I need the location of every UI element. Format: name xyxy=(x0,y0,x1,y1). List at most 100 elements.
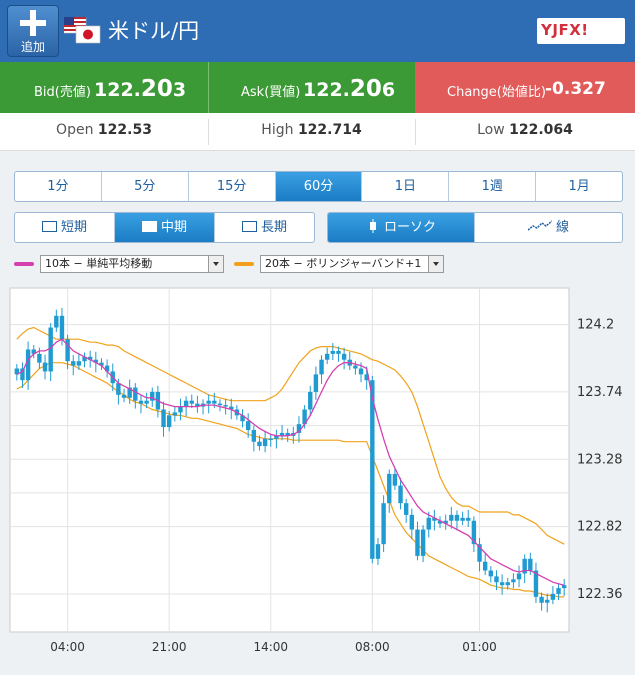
candle-body xyxy=(262,438,268,447)
candle-body xyxy=(482,561,488,571)
chevron-down-icon xyxy=(208,256,223,272)
period-tab[interactable]: 1週 xyxy=(449,172,537,201)
candle-body xyxy=(285,432,290,436)
app-header: 追加 米ドル/円 YJFX! xyxy=(0,0,635,62)
candle-body xyxy=(104,365,110,372)
bid-label: Bid(売値) xyxy=(34,85,91,100)
range-selector: 短期 中期 長期 xyxy=(14,212,315,243)
candle-body xyxy=(398,485,403,504)
range-short-button[interactable]: 短期 xyxy=(15,213,115,242)
candle-body xyxy=(432,517,437,521)
candle-body xyxy=(539,596,544,603)
moving-average xyxy=(16,338,565,586)
add-pair-button[interactable]: 追加 xyxy=(7,5,59,57)
candle-body xyxy=(59,315,65,340)
period-tab[interactable]: 15分 xyxy=(189,172,276,201)
candle-body xyxy=(274,435,279,439)
period-tab-active[interactable]: 60分 xyxy=(275,172,363,201)
line-chart-button[interactable]: 線 xyxy=(475,213,622,242)
candle-body xyxy=(54,315,59,328)
candle-body xyxy=(172,412,178,416)
candles xyxy=(14,307,567,613)
candle-body xyxy=(195,403,200,407)
ask-label: Ask(買値) xyxy=(241,85,301,100)
candle-body xyxy=(31,349,36,354)
long-range-icon xyxy=(241,221,257,232)
range-long-button[interactable]: 長期 xyxy=(215,213,314,242)
candle-body xyxy=(20,368,25,381)
period-tab[interactable]: 5分 xyxy=(102,172,189,201)
change-panel: Change(始値比) -0.327 xyxy=(415,62,635,113)
candle-body xyxy=(166,415,172,428)
bb-swatch xyxy=(234,262,254,266)
high-stat: High 122.714 xyxy=(261,122,362,138)
x-tick-label: 14:00 xyxy=(253,640,288,654)
candle-body xyxy=(409,514,415,530)
candle-body xyxy=(319,359,324,375)
stat-divider xyxy=(208,119,209,145)
candle-body xyxy=(370,380,375,559)
candle-body xyxy=(556,588,561,594)
price-chart[interactable]: 124.2 123.74 123.28 122.82 122.36 04:00 21:00… xyxy=(0,280,635,675)
candle-body xyxy=(550,593,556,600)
candle-body xyxy=(240,415,245,422)
short-range-icon xyxy=(41,221,57,232)
chart-type-selector: ローソク 線 xyxy=(327,212,623,243)
candle-body xyxy=(420,529,426,556)
candle-body xyxy=(545,599,550,603)
candlestick-button[interactable]: ローソク xyxy=(328,213,475,242)
mid-range-icon xyxy=(141,221,157,232)
line-chart-icon xyxy=(527,220,553,231)
open-stat: Open 122.53 xyxy=(56,122,152,138)
bollinger-bands xyxy=(16,326,565,598)
bb-indicator: 20本 − ボリンジャーバンド+1 xyxy=(234,255,444,273)
candle-body xyxy=(65,339,70,362)
us-jp-flag-icon xyxy=(64,17,101,44)
candle-body xyxy=(415,529,420,556)
ohlc-stats: Open 122.53 High 122.714 Low 122.064 xyxy=(0,113,635,151)
candle-body xyxy=(324,353,330,360)
candle-body xyxy=(353,365,358,369)
candle-body xyxy=(257,441,262,447)
candle-body xyxy=(268,438,273,440)
chevron-down-icon xyxy=(428,256,443,272)
candle-body xyxy=(437,520,443,524)
range-mid-button[interactable]: 中期 xyxy=(115,213,215,242)
bb-select[interactable]: 20本 − ボリンジャーバンド+1 xyxy=(260,255,444,273)
candle-body xyxy=(330,350,336,354)
candle-body xyxy=(133,387,138,401)
x-tick-label: 08:00 xyxy=(355,640,390,654)
y-tick-label: 123.28 xyxy=(577,452,623,467)
period-tab[interactable]: 1分 xyxy=(15,172,102,201)
candle-body xyxy=(279,432,285,436)
candle-body xyxy=(443,520,448,524)
candle-body xyxy=(522,558,527,574)
candle-body xyxy=(82,356,87,362)
candle-body xyxy=(561,585,567,589)
ma-select[interactable]: 10本 − 単純平均移動 xyxy=(40,255,224,273)
brand-logo: YJFX! xyxy=(537,18,625,44)
candle-body xyxy=(358,368,364,375)
period-tab[interactable]: 1日 xyxy=(362,172,450,201)
candle-body xyxy=(364,374,369,381)
candle-body xyxy=(471,520,477,545)
candle-body xyxy=(245,421,251,430)
y-tick-label: 124.2 xyxy=(577,318,614,333)
candle-body xyxy=(223,405,228,407)
candle-body xyxy=(336,350,341,354)
candle-body xyxy=(454,514,460,521)
candle-body xyxy=(212,400,217,404)
candlestick-icon xyxy=(369,219,376,233)
candle-body xyxy=(392,473,398,486)
bollinger-lower-line xyxy=(16,362,565,598)
candle-body xyxy=(477,544,482,562)
candle-body xyxy=(302,409,307,425)
period-tabs: 1分 5分 15分 60分 1日 1週 1月 xyxy=(14,171,623,202)
add-button-label: 追加 xyxy=(20,40,45,54)
change-value: -0.327 xyxy=(545,79,606,99)
bid-panel: Bid(売値) 122.203 xyxy=(0,62,208,113)
candle-body xyxy=(25,349,31,381)
x-axis: 04:00 21:00 14:00 08:00 01:00 xyxy=(50,640,497,654)
period-tab[interactable]: 1月 xyxy=(568,179,590,194)
candle-body xyxy=(528,558,533,571)
